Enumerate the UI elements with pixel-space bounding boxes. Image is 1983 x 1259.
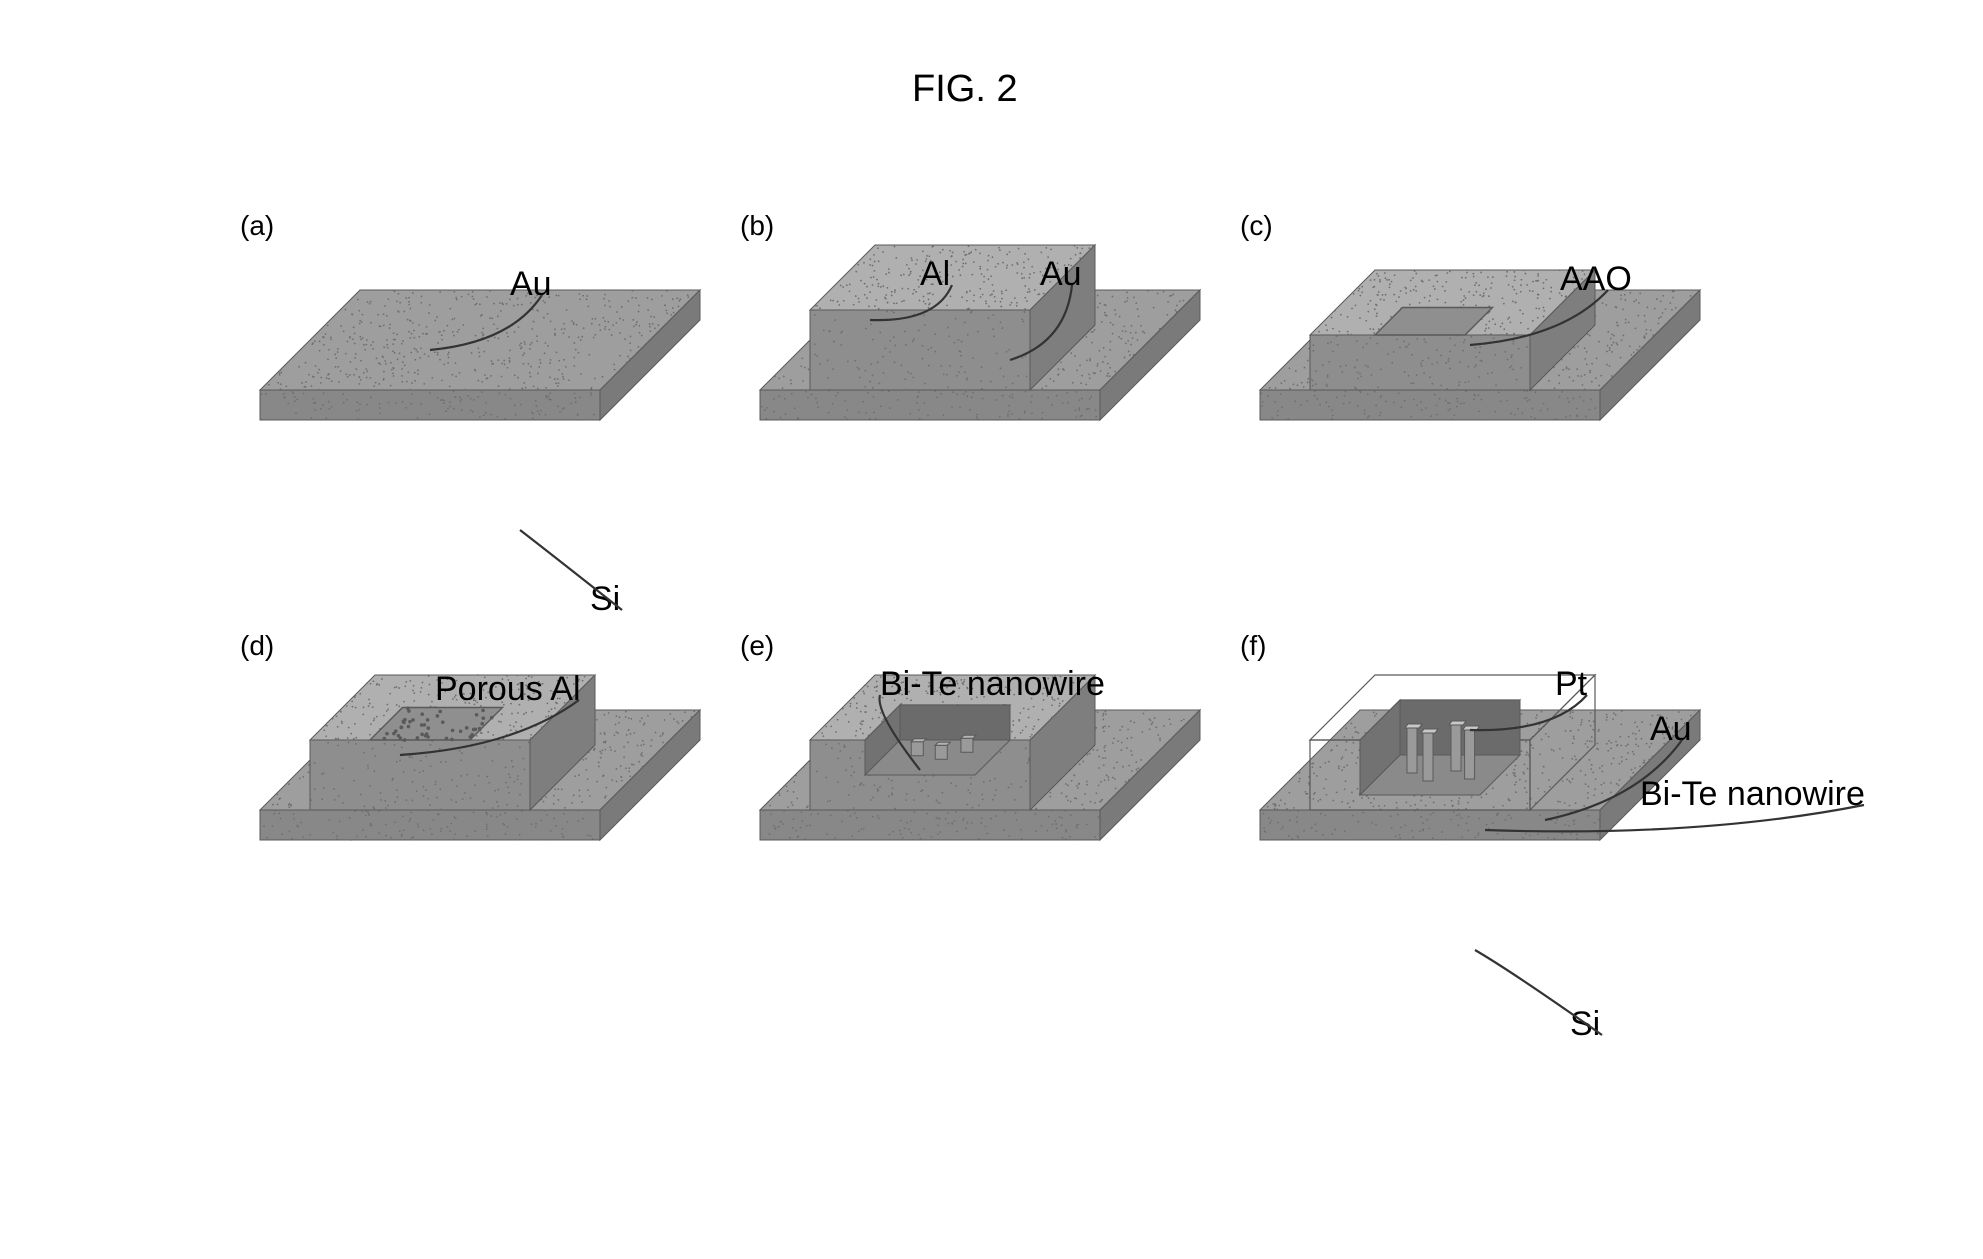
label-f-0: Pt — [1555, 665, 1587, 704]
panel-label-e: (e) — [740, 630, 774, 662]
panel-d — [240, 580, 720, 940]
leader-f-3 — [0, 0, 10, 10]
panel-label-b: (b) — [740, 210, 774, 242]
leader-a-0 — [0, 0, 10, 10]
label-f-3: Si — [1570, 1005, 1600, 1044]
panel-label-c: (c) — [1240, 210, 1273, 242]
panel-a — [240, 160, 720, 520]
leader-d-0 — [0, 0, 10, 10]
panel-label-a: (a) — [240, 210, 274, 242]
panel-c — [1240, 160, 1720, 520]
label-e-0: Bi-Te nanowire — [880, 665, 1105, 704]
panel-e — [740, 580, 1220, 940]
leader-e-0 — [0, 0, 10, 10]
leader-f-2 — [0, 0, 10, 10]
label-b-1: Au — [1040, 255, 1082, 294]
panel-b — [740, 160, 1220, 520]
panel-label-d: (d) — [240, 630, 274, 662]
label-b-0: Al — [920, 255, 950, 294]
leader-a-1 — [0, 0, 10, 10]
leader-b-0 — [0, 0, 10, 10]
panel-label-f: (f) — [1240, 630, 1266, 662]
figure-title: FIG. 2 — [912, 68, 1018, 111]
label-a-0: Au — [510, 265, 552, 304]
leader-b-1 — [0, 0, 10, 10]
label-c-0: AAO — [1560, 260, 1632, 299]
label-f-1: Au — [1650, 710, 1692, 749]
leader-c-0 — [0, 0, 10, 10]
leader-f-0 — [0, 0, 10, 10]
label-d-0: Porous Al — [435, 670, 581, 709]
leader-f-1 — [0, 0, 10, 10]
label-f-2: Bi-Te nanowire — [1640, 775, 1865, 814]
figure-stage: FIG. 2 (a) Au Si (b) Al Au (c) AAO (d) Porous Al (… — [0, 0, 1983, 1259]
panel-f — [1240, 580, 1720, 940]
